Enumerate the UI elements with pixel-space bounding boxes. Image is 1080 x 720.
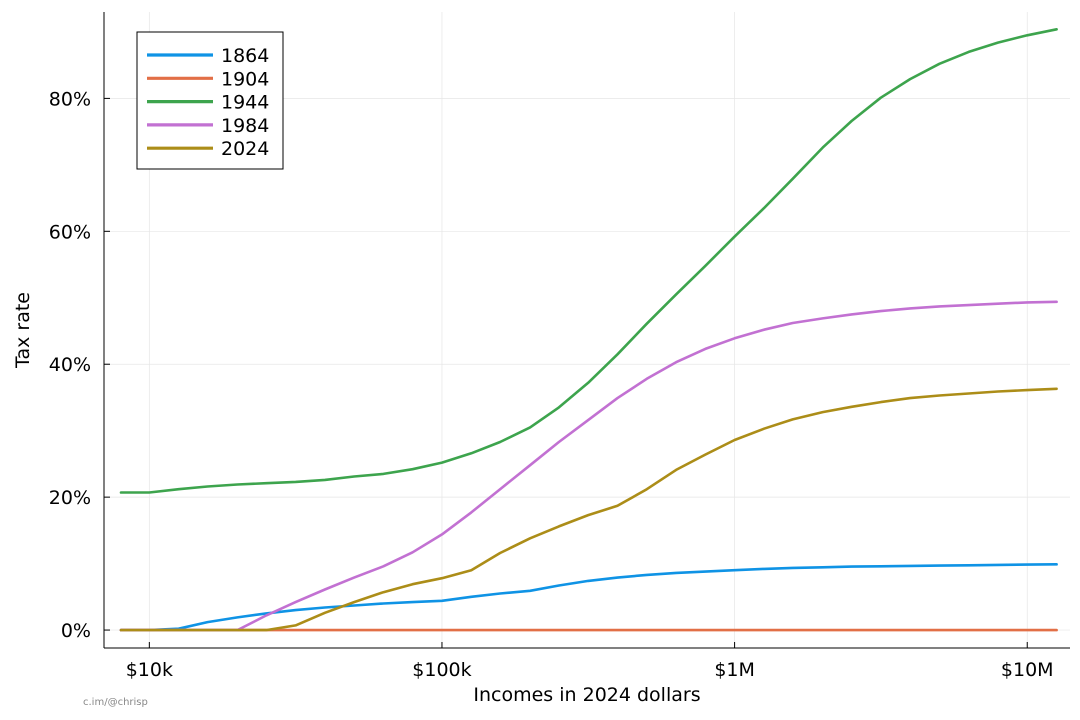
legend-label-1944: 1944 xyxy=(221,92,269,114)
y-tick-label: 80% xyxy=(49,88,91,110)
y-axis-label: Tax rate xyxy=(12,292,34,369)
y-tick-label: 20% xyxy=(49,487,91,509)
axes xyxy=(103,12,1070,649)
x-tick-label: $10k xyxy=(126,659,173,681)
y-tick-label: 0% xyxy=(61,620,91,642)
series-line-1944 xyxy=(119,27,1058,494)
series-line-1864 xyxy=(119,562,1058,632)
y-tick-label: 40% xyxy=(49,354,91,376)
series-line-1984 xyxy=(119,300,1058,632)
credit-text: c.im/@chrisp xyxy=(83,697,148,708)
x-tick-labels: $10k $100k $1M $10M xyxy=(126,642,1054,681)
legend-label-1984: 1984 xyxy=(221,115,269,137)
x-axis-label: Incomes in 2024 dollars xyxy=(473,684,700,706)
legend-label-1904: 1904 xyxy=(221,68,269,90)
legend-label-2024: 2024 xyxy=(221,138,269,160)
y-tick-label: 60% xyxy=(49,221,91,243)
series-lines xyxy=(119,27,1058,632)
x-tick-label: $10M xyxy=(1001,659,1054,681)
y-tick-labels: 0% 20% 40% 60% 80% xyxy=(49,88,110,642)
series-line-2024 xyxy=(119,387,1058,632)
x-tick-label: $1M xyxy=(714,659,755,681)
x-tick-label: $100k xyxy=(412,659,471,681)
legend-label-1864: 1864 xyxy=(221,45,269,67)
